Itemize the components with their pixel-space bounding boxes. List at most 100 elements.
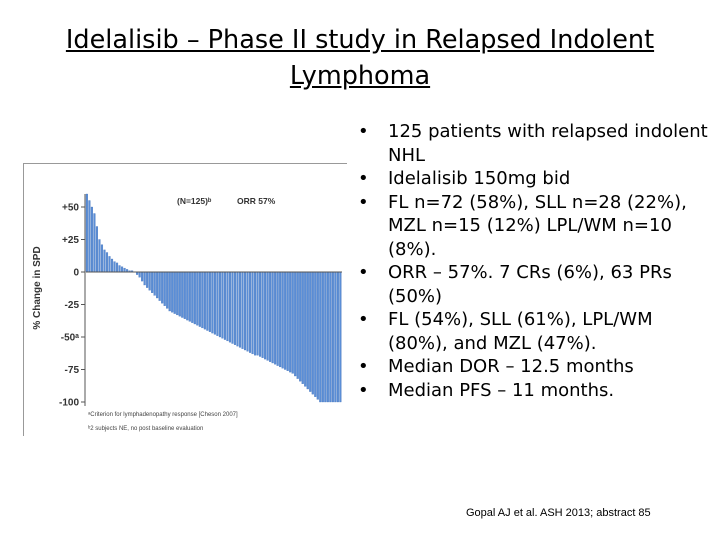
bar <box>206 271 209 331</box>
bar <box>269 271 272 362</box>
bar <box>201 271 204 329</box>
bar <box>138 271 141 278</box>
bar <box>326 271 329 403</box>
bar <box>331 271 334 403</box>
bullet-text: Idelalisib 150mg bid <box>388 168 571 189</box>
y-tick-label: -100 <box>59 398 79 409</box>
bar <box>286 271 289 371</box>
bar <box>296 271 299 379</box>
bar <box>223 271 226 340</box>
bar <box>256 271 259 356</box>
bar <box>193 271 196 325</box>
bullet-symbol: • <box>358 191 369 213</box>
bullet-symbol: • <box>358 309 369 330</box>
bar <box>143 271 146 286</box>
bar <box>146 271 149 288</box>
citation: Gopal AJ et al. ASH 2013; abstract 85 <box>466 507 651 519</box>
bar <box>198 271 201 327</box>
bullet-text: FL (54%), SLL (61%), LPL/WM (80%), and M… <box>388 309 653 354</box>
bar <box>203 271 206 330</box>
bar <box>301 271 304 384</box>
bullet-list: • 125 patients with relapsed indolent NHL… <box>352 120 712 402</box>
bar <box>231 271 234 344</box>
y-tick-label: -75 <box>65 365 80 376</box>
waterfall-figure: +50 +25 0 -25 -50ᵃ -75 -100 % Change in SPD (N… <box>23 163 347 436</box>
footnote-criterion: ᵃCriterion for lymphadenopathy response … <box>88 412 238 418</box>
bullet-text: ORR – 57%. 7 CRs (6%), 63 PRs (50%) <box>388 262 672 307</box>
bar <box>321 271 324 403</box>
bar <box>93 213 96 273</box>
bar <box>271 271 274 364</box>
n-label: (N=125)ᵇ <box>177 196 212 206</box>
bar <box>274 271 277 365</box>
slide-title-line-2: Lymphoma <box>289 61 431 91</box>
bar <box>311 271 314 395</box>
bullet-symbol: • <box>358 379 369 401</box>
bar <box>216 271 219 336</box>
slide-title-line-1: Idelalisib – Phase II study in Relapsed … <box>65 25 655 55</box>
bar <box>241 271 244 349</box>
bar <box>158 271 161 301</box>
y-tick-label: -50ᵃ <box>61 333 79 344</box>
bar <box>251 271 254 355</box>
bar <box>90 206 93 273</box>
bar <box>246 271 249 352</box>
bar <box>294 271 297 377</box>
bar <box>339 271 342 403</box>
bar <box>110 258 114 273</box>
bar <box>88 200 91 273</box>
bar <box>276 271 279 366</box>
bar <box>85 193 88 273</box>
orr-label: ORR 57% <box>237 196 276 206</box>
bar <box>163 271 166 306</box>
bar <box>153 271 156 296</box>
bar <box>279 271 282 368</box>
bullet-symbol: • <box>358 168 369 189</box>
bullet-item: • FL (54%), SLL (61%), LPL/WM (80%), and … <box>352 308 712 355</box>
bar <box>324 271 327 403</box>
bar <box>291 271 294 374</box>
bar <box>151 271 154 293</box>
bar <box>336 271 339 403</box>
bar <box>316 271 319 400</box>
bar <box>226 271 229 342</box>
bullet-item: • Idelalisib 150mg bid <box>352 167 712 191</box>
bar <box>120 266 124 273</box>
bar <box>100 244 104 273</box>
chart-bars <box>85 193 342 403</box>
y-axis-label: % Change in SPD <box>32 246 43 329</box>
bullet-item: • Median DOR – 12.5 months <box>352 355 712 379</box>
bar <box>319 271 322 403</box>
bar <box>173 271 176 314</box>
bullet-item: • FL n=72 (58%), SLL n=28 (22%), MZL n=15… <box>352 191 712 262</box>
bar <box>181 271 184 318</box>
bullet-text: Median DOR – 12.5 months <box>388 356 634 377</box>
bullet-item: • ORR – 57%. 7 CRs (6%), 63 PRs (50%) <box>352 261 712 308</box>
bullet-text: Median PFS – 11 months. <box>388 379 615 401</box>
bar <box>118 265 121 273</box>
bar <box>196 271 199 326</box>
y-tick-label: +50 <box>62 203 79 214</box>
bar <box>309 271 312 392</box>
bar <box>248 271 252 353</box>
bar <box>211 271 214 334</box>
slide-title: Idelalisib – Phase II study in Relapsed … <box>30 22 690 94</box>
bar <box>254 271 257 356</box>
bar <box>188 271 191 322</box>
bar <box>168 271 171 312</box>
bar <box>284 271 287 370</box>
bar <box>166 271 169 309</box>
bar <box>183 271 186 319</box>
bar <box>208 271 211 332</box>
bar <box>233 271 237 345</box>
bar <box>238 271 242 348</box>
bar <box>115 262 119 273</box>
bar <box>218 271 221 338</box>
bar <box>299 271 302 382</box>
bar <box>304 271 307 387</box>
bar <box>334 271 337 403</box>
bar <box>314 271 317 397</box>
bar <box>228 271 232 343</box>
y-tick-label: 0 <box>73 268 79 279</box>
bar <box>259 271 262 357</box>
